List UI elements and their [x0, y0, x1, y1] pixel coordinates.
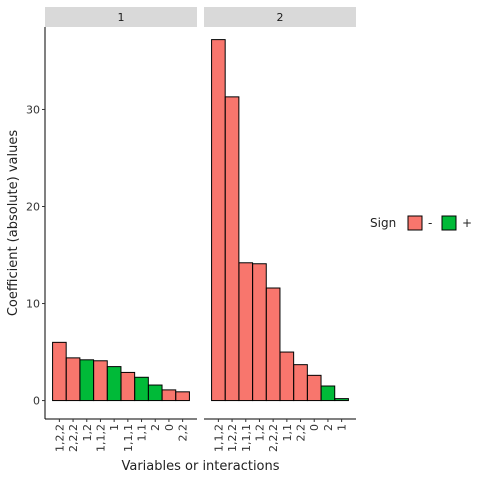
facet-strip-label: 2 — [277, 11, 284, 24]
panel-2: 1,1,2 1,2,2 1,1,1 1,2 2,2,2 1,1 2,2 0 2 1 — [204, 39, 356, 452]
bar — [147, 384, 163, 402]
x-tick-label: 2,2 — [295, 424, 308, 442]
bar — [120, 371, 136, 402]
x-tick-label: 0 — [163, 424, 176, 431]
legend-key — [441, 215, 457, 231]
bar — [65, 357, 81, 402]
legend: Sign - + — [370, 215, 472, 231]
y-axis-title: Coefficient (absolute) values — [6, 130, 21, 316]
y-tick-label: 10 — [26, 298, 40, 311]
x-axis-title: Variables or interactions — [121, 459, 279, 474]
bar — [320, 385, 336, 402]
facet-strip-1 — [45, 7, 197, 27]
bar — [52, 341, 67, 402]
facet-strip-2 — [204, 7, 356, 27]
x-tick-label: 2,2 — [177, 424, 190, 442]
bar — [211, 39, 226, 402]
x-tick-label: 1,1,1 — [240, 424, 253, 452]
bar — [93, 360, 108, 402]
facet-panels: 1,2,2 2,2,2 1,2 1,1,2 1 1,1,1 1,1 2 0 2,2 1,1,2 1,2… — [45, 39, 356, 452]
bar — [252, 263, 267, 402]
bar — [279, 351, 295, 402]
bar — [106, 366, 122, 402]
bar — [334, 398, 349, 402]
x-tick-label: 1,1,2 — [94, 424, 107, 452]
legend-label: - — [428, 216, 432, 230]
x-tick-label: 1,2 — [81, 424, 94, 442]
x-tick-label: 1 — [336, 424, 349, 431]
bar — [175, 391, 190, 402]
x-tick-label: 1,1 — [281, 424, 294, 442]
x-tick-label: 2,2,2 — [267, 424, 280, 452]
legend-title: Sign — [370, 216, 396, 230]
bar — [79, 359, 95, 402]
x-tick-label: 1,1,1 — [122, 424, 135, 452]
x-tick-label: 2 — [322, 424, 335, 431]
x-tick-label: 0 — [308, 424, 321, 431]
bar — [161, 389, 177, 402]
y-axis: 0 10 20 30 — [26, 27, 46, 419]
bar — [224, 96, 240, 402]
bar — [134, 376, 149, 402]
x-tick-label: 2 — [149, 424, 162, 431]
facet-strip-label: 1 — [118, 11, 125, 24]
x-tick-label: 2,2,2 — [67, 424, 80, 452]
x-tick-label: 1,2 — [253, 424, 266, 442]
bar — [238, 262, 254, 402]
legend-label: + — [462, 216, 472, 230]
panel-1: 1,2,2 2,2,2 1,2 1,1,2 1 1,1,1 1,1 2 0 2,2 — [45, 341, 197, 452]
x-tick-label: 1,1 — [136, 424, 149, 442]
y-tick-label: 20 — [26, 201, 40, 214]
legend-key — [407, 215, 423, 231]
x-tick-label: 1,1,2 — [212, 424, 225, 452]
x-tick-label: 1 — [108, 424, 121, 431]
bar — [306, 374, 322, 402]
x-tick-label: 1,2,2 — [226, 424, 239, 452]
bar — [265, 287, 281, 402]
bar — [293, 364, 308, 402]
y-tick-label: 0 — [33, 395, 40, 408]
x-tick-label: 1,2,2 — [53, 424, 66, 452]
y-tick-label: 30 — [26, 103, 40, 116]
